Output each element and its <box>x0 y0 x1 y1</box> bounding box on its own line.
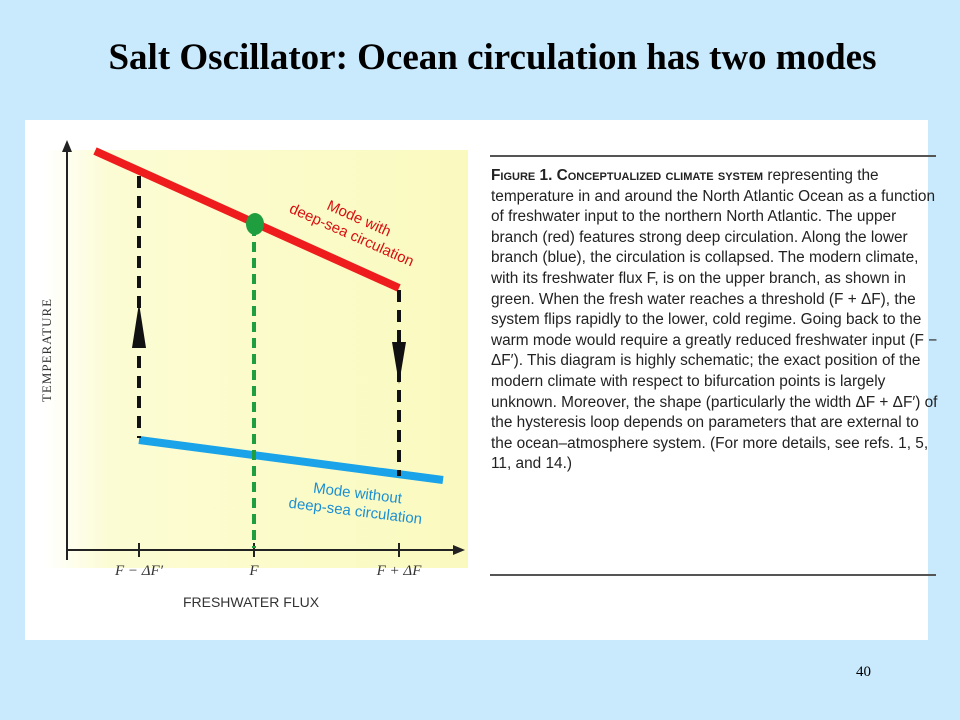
x-axis-arrow <box>453 545 465 555</box>
page-number: 40 <box>856 664 871 680</box>
modern-climate-dot <box>246 213 264 235</box>
x-tick-label-f-minus: F − ΔF′ <box>114 563 164 579</box>
caption-body: representing the temperature in and arou… <box>491 167 938 473</box>
y-axis-arrow <box>62 140 72 152</box>
caption-top-rule <box>490 155 936 157</box>
lower-branch-line <box>138 436 444 484</box>
x-axis-label: FRESHWATER FLUX <box>183 594 320 610</box>
figure-panel: Mode with deep-sea circulation Mode with… <box>25 120 937 640</box>
diagram-background <box>45 150 468 568</box>
arrow-up-icon <box>132 303 146 348</box>
caption-heading: Figure 1. Conceptualized climate system <box>491 167 764 184</box>
arrow-down-icon <box>392 342 406 384</box>
slide-title: Salt Oscillator: Ocean circulation has t… <box>108 37 877 78</box>
hysteresis-diagram: Mode with deep-sea circulation Mode with… <box>39 140 468 610</box>
y-axis-label: TEMPERATURE <box>39 298 54 402</box>
x-tick-label-f-plus: F + ΔF <box>376 563 423 579</box>
figure-caption: Figure 1. Conceptualized climate system … <box>491 166 939 475</box>
x-tick-label-f: F <box>248 563 259 579</box>
caption-bottom-rule <box>490 574 936 576</box>
